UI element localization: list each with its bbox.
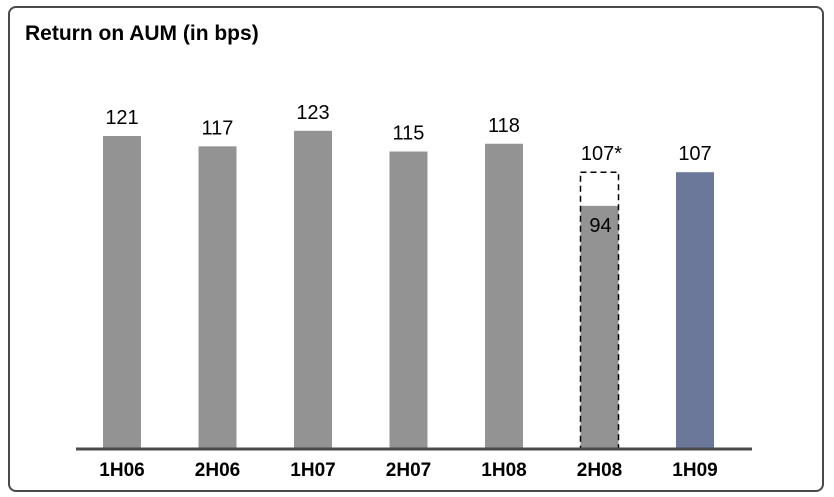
- category-label-1h09: 1H09: [672, 460, 717, 481]
- adjusted-value-label: 107*: [581, 143, 622, 165]
- value-label-2h07: 115: [393, 123, 425, 145]
- bar-2h06: [198, 146, 237, 449]
- bar-1h06: [103, 136, 141, 449]
- bar-1h07: [294, 130, 332, 449]
- bar-2h07: [389, 151, 428, 449]
- bars-group: [103, 130, 714, 450]
- value-label-1h07: 123: [296, 102, 329, 124]
- bar-2h08: [580, 205, 619, 449]
- value-label-2h08: 94: [589, 215, 611, 237]
- bar-1h09: [676, 172, 714, 449]
- category-label-2h08: 2H08: [577, 460, 622, 481]
- category-labels-group: 1H06 2H06 1H07 2H07 1H08 2H08 1H09: [99, 460, 717, 481]
- category-label-1h06: 1H06: [99, 460, 144, 481]
- value-label-1h06: 121: [105, 107, 138, 129]
- chart-title: Return on AUM (in bps): [25, 22, 259, 45]
- bar-1h08: [485, 143, 523, 450]
- value-labels-group: 121 117 123 115 118 94 107* 107: [105, 102, 711, 237]
- category-label-1h08: 1H08: [481, 460, 526, 481]
- category-label-1h07: 1H07: [290, 460, 335, 481]
- value-label-1h09: 107: [678, 143, 711, 165]
- value-label-2h06: 117: [202, 117, 234, 139]
- category-label-2h06: 2H06: [195, 460, 240, 481]
- category-label-2h07: 2H07: [386, 460, 431, 481]
- value-label-1h08: 118: [488, 115, 520, 137]
